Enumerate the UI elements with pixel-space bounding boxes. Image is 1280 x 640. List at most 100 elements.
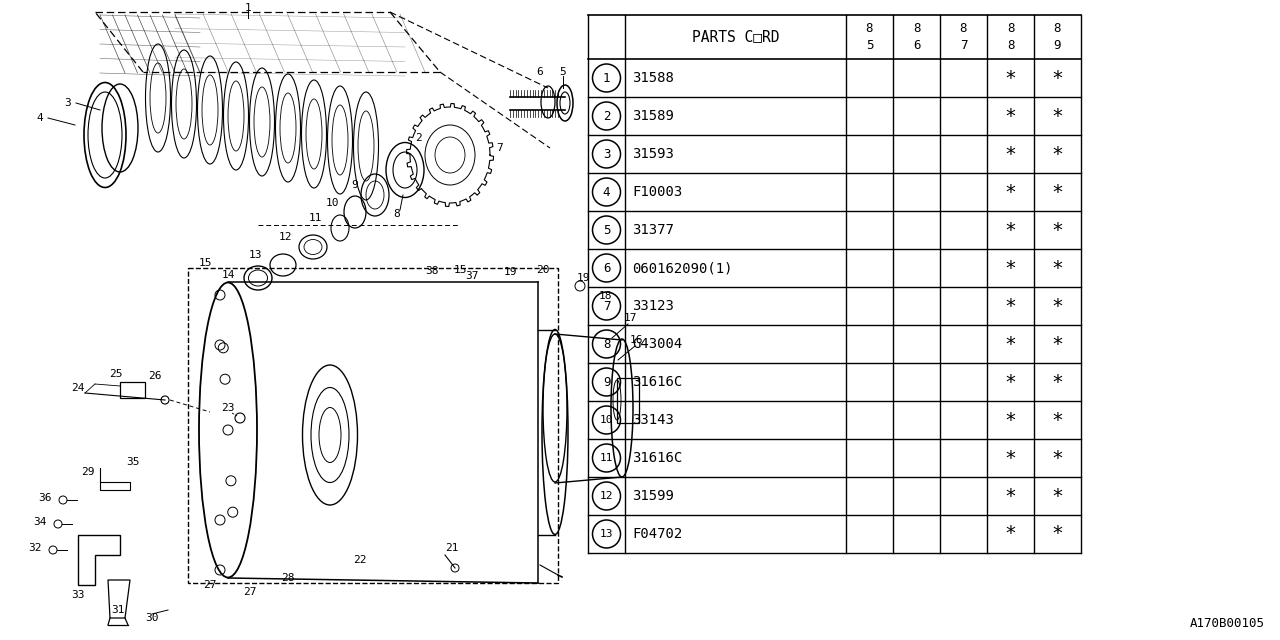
Text: 19: 19 (503, 267, 517, 277)
Text: *: * (1005, 335, 1016, 353)
Text: F10003: F10003 (632, 185, 682, 199)
Text: A170B00105: A170B00105 (1190, 617, 1265, 630)
Text: 31589: 31589 (632, 109, 673, 123)
Text: 36: 36 (38, 493, 51, 503)
Text: 38: 38 (425, 266, 439, 276)
Bar (188, 268, 558, 583)
Text: 8: 8 (1007, 22, 1014, 35)
Text: 4: 4 (37, 113, 44, 123)
Text: 6: 6 (603, 262, 611, 275)
Text: 22: 22 (353, 555, 367, 565)
Text: 1: 1 (244, 3, 251, 13)
Text: 32: 32 (28, 543, 42, 553)
Text: 27: 27 (204, 580, 216, 590)
Text: 33: 33 (72, 590, 84, 600)
Text: 19: 19 (576, 273, 590, 283)
Text: 12: 12 (278, 232, 292, 242)
Text: 10: 10 (600, 415, 613, 425)
Text: *: * (1005, 182, 1016, 202)
Text: 9: 9 (603, 376, 611, 388)
Text: 8: 8 (603, 337, 611, 351)
Text: 5: 5 (865, 39, 873, 52)
Text: 15: 15 (453, 265, 467, 275)
Text: 7: 7 (960, 39, 968, 52)
Text: *: * (1005, 296, 1016, 316)
Text: 8: 8 (1053, 22, 1061, 35)
Text: 31588: 31588 (632, 71, 673, 85)
Text: 25: 25 (109, 369, 123, 379)
Text: F04702: F04702 (632, 527, 682, 541)
Text: 8: 8 (1007, 39, 1014, 52)
Bar (120, 382, 145, 398)
Text: 35: 35 (127, 457, 140, 467)
Text: 20: 20 (536, 265, 549, 275)
Text: *: * (1005, 410, 1016, 429)
Text: *: * (1052, 449, 1064, 467)
Text: *: * (1052, 145, 1064, 163)
Text: *: * (1052, 221, 1064, 239)
Text: 14: 14 (221, 270, 234, 280)
Text: *: * (1052, 68, 1064, 88)
Text: 8: 8 (865, 22, 873, 35)
Text: 4: 4 (603, 186, 611, 198)
Text: 7: 7 (497, 143, 503, 153)
Text: *: * (1005, 525, 1016, 543)
Text: G43004: G43004 (632, 337, 682, 351)
Text: 31616C: 31616C (632, 375, 682, 389)
Text: *: * (1052, 486, 1064, 506)
Text: *: * (1052, 106, 1064, 125)
Text: 30: 30 (145, 613, 159, 623)
Text: 26: 26 (148, 371, 161, 381)
Text: 27: 27 (243, 587, 257, 597)
Text: *: * (1052, 335, 1064, 353)
Text: *: * (1005, 106, 1016, 125)
Text: *: * (1005, 68, 1016, 88)
Text: 8: 8 (960, 22, 968, 35)
Text: 060162090(1): 060162090(1) (632, 261, 732, 275)
Text: 31599: 31599 (632, 489, 673, 503)
Text: 11: 11 (308, 213, 321, 223)
Text: 31: 31 (111, 605, 124, 615)
Text: 17: 17 (623, 313, 636, 323)
Text: 29: 29 (81, 467, 95, 477)
Text: 9: 9 (1053, 39, 1061, 52)
Text: 12: 12 (600, 491, 613, 501)
Text: 31377: 31377 (632, 223, 673, 237)
Text: *: * (1005, 449, 1016, 467)
Text: 21: 21 (445, 543, 458, 553)
Text: 8: 8 (913, 22, 920, 35)
Text: *: * (1052, 410, 1064, 429)
Text: *: * (1052, 182, 1064, 202)
Text: 37: 37 (465, 271, 479, 281)
Text: 9: 9 (352, 180, 358, 190)
Text: *: * (1005, 372, 1016, 392)
Text: 31593: 31593 (632, 147, 673, 161)
Text: *: * (1052, 372, 1064, 392)
Text: *: * (1005, 486, 1016, 506)
Text: *: * (1005, 145, 1016, 163)
Text: *: * (1052, 259, 1064, 278)
Text: 3: 3 (64, 98, 72, 108)
Bar (617, 378, 639, 423)
Text: 16: 16 (630, 335, 643, 345)
Text: 33123: 33123 (632, 299, 673, 313)
Text: 5: 5 (603, 223, 611, 237)
Text: 31616C: 31616C (632, 451, 682, 465)
Text: 6: 6 (913, 39, 920, 52)
Text: PARTS C□RD: PARTS C□RD (691, 29, 780, 45)
Text: 15: 15 (198, 258, 211, 268)
Text: 18: 18 (598, 291, 612, 301)
Text: 3: 3 (603, 147, 611, 161)
Text: 1: 1 (603, 72, 611, 84)
Text: 2: 2 (415, 133, 421, 143)
Text: 8: 8 (394, 209, 401, 219)
Text: 34: 34 (33, 517, 47, 527)
Text: 2: 2 (603, 109, 611, 122)
Text: 5: 5 (559, 67, 566, 77)
Text: 7: 7 (603, 300, 611, 312)
Text: *: * (1052, 296, 1064, 316)
Text: 10: 10 (325, 198, 339, 208)
Text: 33143: 33143 (632, 413, 673, 427)
Text: *: * (1005, 221, 1016, 239)
Text: 11: 11 (600, 453, 613, 463)
